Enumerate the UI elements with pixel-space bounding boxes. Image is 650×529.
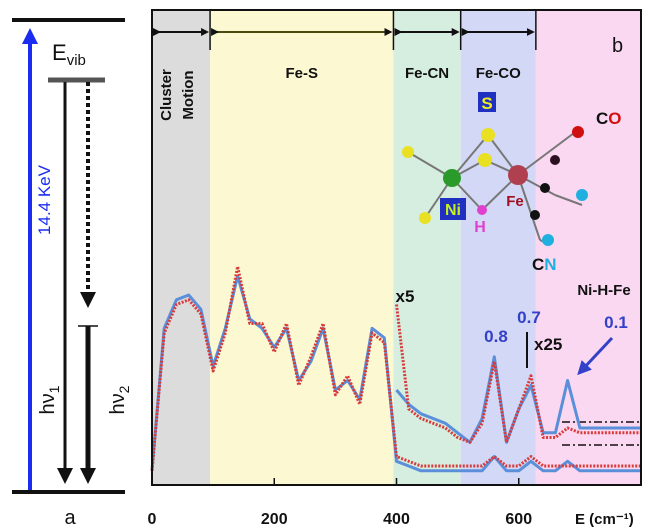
emission-sub: 1 xyxy=(46,385,62,393)
atom xyxy=(530,210,540,220)
region-label: Fe-CN xyxy=(405,65,449,82)
atom xyxy=(550,155,560,165)
region xyxy=(210,10,394,485)
x-tick-label: 200 xyxy=(261,511,288,528)
region-label: Motion xyxy=(180,70,197,119)
atom xyxy=(477,205,487,215)
x-tick-label: 400 xyxy=(383,511,410,528)
region xyxy=(393,10,461,485)
atom-label: S xyxy=(481,94,492,113)
excitation-label: 14.4 KeV xyxy=(35,164,54,235)
atom-c: C xyxy=(532,255,544,274)
atom xyxy=(576,189,588,201)
label-box xyxy=(478,92,496,112)
atom xyxy=(508,165,528,185)
panel-label: b xyxy=(612,35,623,57)
annotation: x5 xyxy=(396,287,415,306)
region xyxy=(152,10,211,485)
energy-label: Evib xyxy=(52,40,86,69)
molecule: S Ni H Fe CO CN xyxy=(402,92,622,274)
region xyxy=(535,10,641,485)
emission-text: hν xyxy=(107,393,129,414)
atom-c: C xyxy=(596,109,608,128)
plot-area: Cluster Motion Fe-S Fe-CN Fe-CO 0 200 400 600 E (… xyxy=(148,9,642,528)
panel-a: Evib 14.4 KeV hν1 hν2 a xyxy=(12,18,132,529)
atom-o: O xyxy=(608,109,621,128)
region-label: Cluster xyxy=(158,69,175,121)
annotation: 0.7 xyxy=(517,308,541,327)
atom-label: H xyxy=(474,219,486,236)
x-tick-label: 600 xyxy=(505,511,532,528)
region-label: Fe-CO xyxy=(476,65,521,82)
annotation: x25 xyxy=(534,335,562,354)
region-label: Fe-S xyxy=(285,65,318,82)
atom xyxy=(419,212,431,224)
x-axis-label: E (cm⁻¹) xyxy=(575,511,634,528)
atom xyxy=(572,126,584,138)
atom xyxy=(478,153,492,167)
atom-label: Fe xyxy=(506,193,524,210)
panel-label: a xyxy=(64,507,76,529)
atom xyxy=(402,146,414,158)
energy-sub: vib xyxy=(67,52,86,69)
emission-label: hν2 xyxy=(107,385,132,414)
annotation: 0.1 xyxy=(604,313,628,332)
annotation-arrow xyxy=(577,336,614,376)
emission-text: hν xyxy=(37,393,59,414)
label-box xyxy=(440,198,466,220)
atom xyxy=(443,169,461,187)
atom-label: Ni xyxy=(445,202,461,219)
emission-label: hν1 xyxy=(37,385,62,414)
annotation: 0.8 xyxy=(484,327,508,346)
emission-sub: 2 xyxy=(116,385,132,393)
region xyxy=(460,10,536,485)
energy-text: E xyxy=(52,40,67,65)
series-line xyxy=(150,265,641,471)
atom xyxy=(540,183,550,193)
atom-n: N xyxy=(544,255,556,274)
annotation: Ni-H-Fe xyxy=(577,282,630,299)
atom-label: CN xyxy=(532,255,557,274)
series-line xyxy=(395,304,641,444)
atom xyxy=(542,234,554,246)
atom xyxy=(481,128,495,142)
atom-label: CO xyxy=(596,109,622,128)
x-tick-label: 0 xyxy=(148,511,157,528)
